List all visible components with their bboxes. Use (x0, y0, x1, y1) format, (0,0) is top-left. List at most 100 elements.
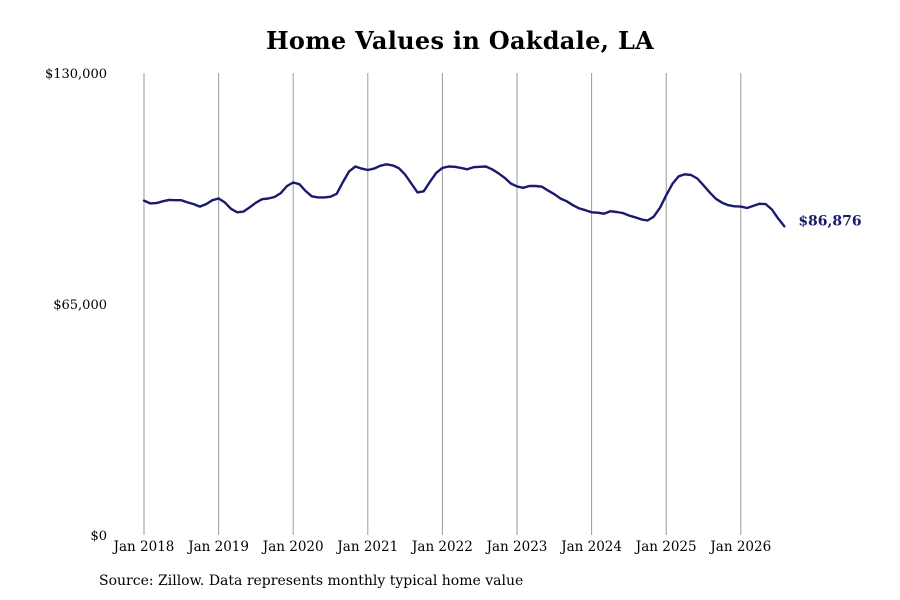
data-point (373, 167, 375, 170)
data-point (329, 195, 332, 198)
data-point (292, 181, 295, 184)
data-point (584, 209, 587, 212)
data-point (168, 199, 170, 201)
data-point (708, 191, 711, 194)
data-point (771, 208, 773, 211)
vertical-gridlines (143, 73, 742, 535)
data-point (578, 207, 581, 210)
data-point (491, 168, 493, 171)
data-point (192, 203, 195, 206)
data-point (404, 173, 406, 176)
data-point (453, 165, 456, 168)
data-point (746, 207, 748, 209)
data-point (596, 211, 599, 214)
data-point (242, 210, 245, 213)
data-point (385, 163, 388, 166)
data-point (509, 182, 512, 185)
chart-title: Home Values in Oakdale, LA (265, 26, 655, 55)
data-point (690, 174, 692, 176)
data-point (286, 185, 288, 187)
data-point (317, 196, 319, 199)
data-point (304, 190, 307, 192)
data-point (727, 204, 730, 207)
data-point (503, 176, 506, 179)
data-point (559, 197, 562, 200)
data-point (279, 192, 282, 195)
data-point (205, 203, 208, 206)
data-point (621, 212, 624, 214)
data-point (739, 205, 742, 208)
data-point (783, 225, 786, 228)
data-point (366, 169, 369, 171)
source-note: Source: Zillow. Data represents monthly … (99, 573, 524, 589)
y-tick-label: $65,000 (53, 298, 107, 313)
data-point (429, 180, 431, 183)
data-point (230, 207, 232, 210)
x-axis-ticks: Jan 2018 Jan 2019 Jan 2020 Jan 2021 Jan 2022… (112, 539, 772, 555)
data-point (671, 183, 674, 185)
data-point (310, 195, 313, 198)
data-point (261, 198, 263, 201)
data-point (398, 167, 400, 170)
data-point (298, 183, 301, 186)
data-point (516, 185, 518, 188)
data-point (534, 185, 537, 187)
data-point (323, 196, 326, 199)
data-point (466, 168, 469, 171)
x-tick-label: Jan 2018 (112, 539, 175, 555)
data-point (441, 167, 444, 169)
x-tick-label: Jan 2025 (634, 539, 697, 555)
data-point (565, 200, 568, 203)
data-point (447, 165, 450, 168)
series-layer (142, 163, 786, 228)
data-point (646, 219, 649, 222)
end-value-label: $86,876 (798, 213, 861, 229)
data-point (416, 191, 419, 194)
data-point (752, 205, 755, 207)
y-tick-label: $130,000 (45, 67, 107, 82)
x-tick-label: Jan 2019 (186, 539, 249, 555)
data-point (267, 197, 270, 200)
data-point (149, 202, 152, 205)
data-point (472, 166, 475, 169)
data-point (435, 172, 438, 174)
data-point (161, 200, 164, 203)
data-point (460, 167, 462, 169)
data-point (764, 203, 767, 206)
data-point (522, 186, 525, 189)
data-point (497, 172, 500, 175)
x-tick-label: Jan 2021 (335, 539, 398, 555)
data-point (652, 215, 655, 218)
y-tick-label: $0 (90, 529, 107, 544)
data-point (528, 185, 531, 187)
x-tick-label: Jan 2024 (559, 539, 622, 555)
data-point (590, 211, 593, 214)
data-point (335, 192, 338, 195)
data-point (485, 165, 487, 168)
data-point (379, 164, 382, 167)
x-tick-label: Jan 2023 (485, 539, 548, 555)
data-point (553, 193, 556, 196)
data-point (721, 201, 723, 204)
data-point (659, 206, 661, 209)
data-point (360, 167, 363, 170)
data-point (273, 196, 276, 198)
data-point (211, 199, 214, 202)
data-point (640, 218, 643, 221)
data-point (199, 205, 201, 208)
series-line (142, 163, 786, 228)
y-axis-ticks: $0 $65,000 $130,000 (45, 67, 107, 544)
data-point (683, 173, 686, 176)
data-point (628, 214, 630, 217)
data-point (236, 211, 239, 214)
data-point (541, 185, 543, 188)
data-point (255, 201, 257, 204)
data-point (248, 206, 251, 209)
x-tick-label: Jan 2026 (708, 539, 771, 555)
data-point (733, 205, 736, 208)
data-point (758, 202, 761, 205)
data-point (155, 202, 158, 205)
data-point (696, 177, 699, 180)
data-point (174, 199, 177, 202)
